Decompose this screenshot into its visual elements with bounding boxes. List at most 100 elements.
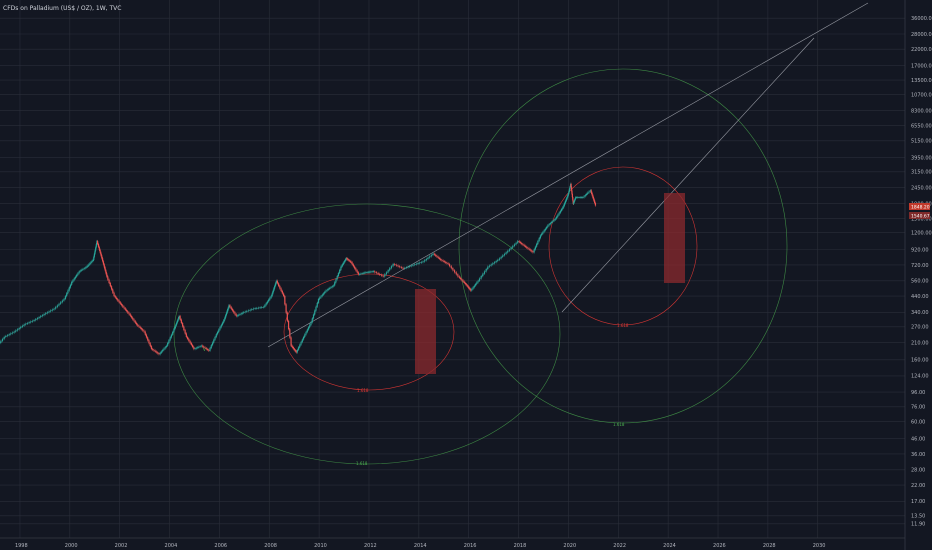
candle-body — [103, 264, 105, 268]
candle-body — [48, 311, 50, 313]
candle-body — [150, 346, 153, 350]
y-tick-label: 2450.00 — [911, 185, 932, 191]
candle-body — [3, 336, 5, 339]
candle-body — [265, 303, 267, 306]
candle-body — [419, 262, 421, 264]
candle-body — [119, 302, 121, 304]
candle-body — [566, 196, 568, 199]
candle-body — [466, 285, 469, 287]
candle-body — [404, 267, 406, 269]
candle-body — [571, 193, 573, 198]
x-tick-label: 2020 — [563, 543, 576, 549]
candle-body — [110, 286, 113, 290]
y-tick-label: 3950.00 — [911, 155, 932, 161]
candle-body — [272, 290, 274, 294]
candle-body — [98, 246, 100, 250]
y-tick-label: 210.00 — [911, 340, 929, 346]
candle-body — [134, 321, 136, 323]
candle-body — [512, 246, 514, 248]
candle-body — [452, 268, 454, 271]
candle-body — [392, 264, 394, 267]
candle-body — [436, 255, 438, 257]
candle-body — [78, 271, 80, 274]
candle-body — [108, 279, 110, 283]
candle-body — [350, 261, 352, 263]
y-tick-label: 28.00 — [911, 468, 925, 474]
candle-body — [560, 209, 563, 211]
candle-body — [382, 275, 384, 277]
candle-body — [271, 293, 273, 297]
candle-body — [480, 276, 482, 279]
candle-body — [214, 337, 216, 340]
x-tick-label: 2010 — [314, 543, 327, 549]
candle-body — [526, 246, 528, 248]
candle-body — [112, 289, 114, 293]
candle-body — [210, 345, 212, 348]
time-axis[interactable]: 1998 2000 2002 2004 2006 2008 2010 2012 2014 2016… — [15, 543, 826, 549]
drawdown-zone-2020 — [664, 193, 685, 283]
candle-body — [417, 263, 419, 264]
candle-body — [571, 190, 573, 194]
candle-body — [507, 250, 509, 253]
candle-body — [533, 249, 535, 253]
candle-body — [107, 276, 109, 280]
candle-body — [461, 279, 463, 281]
candle-body — [503, 253, 506, 256]
candle-body — [175, 324, 177, 328]
candle-body — [262, 306, 265, 308]
candle-body — [68, 287, 70, 291]
candle-body — [282, 293, 285, 297]
small-left-circle-label: 1.618 — [357, 388, 369, 393]
candle-body — [357, 272, 359, 275]
candle-body — [304, 334, 306, 337]
candle-body — [488, 265, 491, 267]
candle-body — [241, 312, 244, 314]
candle-body — [0, 340, 2, 343]
candle-body — [63, 298, 65, 301]
y-tick-label: 60.00 — [911, 420, 925, 426]
x-tick-label: 2022 — [613, 543, 626, 549]
candle-body — [246, 311, 248, 312]
candle-body — [105, 270, 107, 274]
y-tick-label: 720.00 — [911, 263, 929, 269]
y-tick-label: 96.00 — [911, 390, 925, 396]
start-marker-label: V — [203, 347, 206, 352]
candle-body — [147, 337, 149, 341]
candle-body — [176, 320, 179, 323]
candle-body — [537, 241, 539, 244]
candle-body — [91, 261, 93, 263]
x-tick-label: 2016 — [464, 543, 477, 549]
candle-body — [182, 323, 184, 327]
candle-body — [331, 286, 333, 288]
candle-body — [482, 273, 484, 277]
candle-body — [95, 247, 97, 251]
candle-body — [498, 258, 501, 260]
candle-body — [86, 266, 88, 268]
candle-body — [13, 331, 15, 333]
candle-body — [522, 243, 524, 245]
candle-body — [508, 249, 511, 251]
candle-body — [518, 241, 520, 243]
candle-body — [384, 274, 386, 277]
candle-body — [569, 185, 571, 188]
candle-body — [327, 288, 330, 290]
chart-title: CFDs on Palladium (US$ / OZ), 1W, TVC — [3, 5, 121, 12]
candle-body — [424, 260, 426, 262]
price-axis[interactable]: 36000.00 28000.00 22000.00 17000.00 13500.00… — [911, 16, 932, 528]
big-right-green-circle — [458, 68, 788, 424]
candle-body — [492, 263, 494, 265]
candle-body — [199, 346, 201, 347]
candle-body — [366, 272, 368, 273]
candle-body — [296, 349, 298, 353]
candle-body — [536, 243, 538, 247]
candle-body — [99, 249, 101, 253]
candle-body — [43, 314, 45, 316]
candle-body — [224, 317, 226, 321]
x-tick-label: 2014 — [414, 543, 427, 549]
candle-body — [414, 264, 416, 265]
y-tick-label: 8300.00 — [911, 109, 932, 115]
y-tick-label: 13.50 — [911, 514, 925, 520]
candle-body — [594, 202, 597, 206]
